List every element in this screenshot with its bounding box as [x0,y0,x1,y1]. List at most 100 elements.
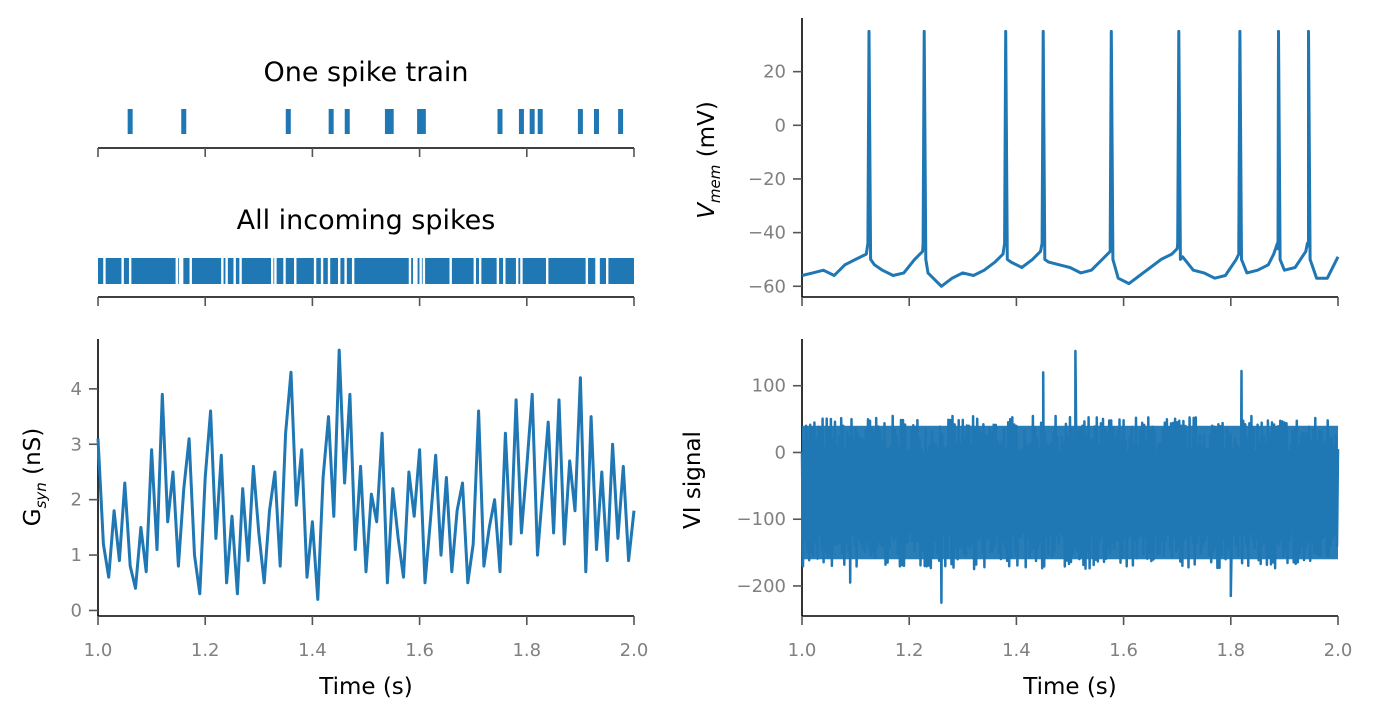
spike-mark-14 [593,109,599,134]
gsyn-ytick-label-4: 4 [71,379,82,400]
spike-mark-3 [328,109,334,134]
spike-mark-8 [420,109,426,134]
incoming-gap-1 [121,258,124,284]
incoming-gap-14 [294,258,297,284]
incoming-gap-16 [320,258,324,284]
gsyn-xtick-label-2: 1.4 [298,640,327,661]
gsyn-xtick-label-4: 1.8 [512,640,541,661]
gsyn-xtick-label-0: 1.0 [84,640,113,661]
spike-mark-2 [285,109,291,134]
incoming-gap-28 [478,258,482,284]
incoming-gap-12 [274,258,277,284]
incoming-gap-23 [415,258,418,284]
panel-all-incoming-spikes: All incoming spikes [97,205,635,306]
incoming-gap-34 [585,258,589,284]
incoming-gap-17 [327,258,331,284]
incoming-gap-27 [473,258,477,284]
incoming-gap-21 [408,258,412,284]
vmem-ytick-label-0: 20 [763,62,786,83]
spike-mark-4 [344,109,350,134]
spike-mark-10 [518,109,524,134]
vi-ytick-label-3: −200 [737,576,786,597]
incoming-gap-2 [128,258,132,284]
incoming-gap-26 [449,258,452,284]
vi-ytick-label-2: −100 [737,509,786,530]
vi-ylabel: VI signal [680,431,706,529]
incoming-gap-19 [344,258,347,284]
gsyn-series-line [96,348,636,601]
incoming-gap-30 [503,258,506,284]
raster-all-incoming-spikes [98,258,634,284]
gsyn-xlabel: Time (s) [318,674,413,700]
incoming-gap-29 [496,258,500,284]
incoming-gap-3 [175,258,178,284]
spike-mark-12 [537,109,543,134]
vi-ytick-label-1: 0 [775,442,786,463]
spike-mark-0 [127,109,133,134]
gsyn-ylabel: Gsyn (nS) [20,428,50,526]
spike-mark-11 [529,109,535,134]
incoming-gap-25 [422,258,426,284]
vi-xtick-label-5: 2.0 [1324,640,1353,661]
incoming-gap-37 [606,258,609,284]
gsyn-xtick-label-5: 2.0 [620,640,649,661]
incoming-spike-band [98,258,634,284]
incoming-gap-0 [103,258,106,284]
incoming-gap-22 [413,258,416,284]
spike-mark-5 [384,109,390,134]
vi-xlabel: Time (s) [1022,674,1117,700]
gsyn-ytick-label-0: 0 [71,600,82,621]
vi-series-line [800,349,1340,604]
x-ticks-spike-train [97,148,635,157]
incoming-gap-15 [313,258,317,284]
vmem-ylabel: Vmem (mV) [694,101,724,219]
gsyn-xtick-label-1: 1.2 [191,640,220,661]
gsyn-ytick-label-3: 3 [71,434,82,455]
vmem-axes: 20 0 −20 −40 −60 [748,18,1339,306]
vmem-ytick-label-1: 0 [775,115,786,136]
incoming-gap-13 [283,258,286,284]
vmem-ytick-label-2: −20 [748,169,786,190]
gsyn-axes: 0 1 2 3 4 1.0 1.2 1.4 1.6 1.8 2.0 [71,339,649,661]
gsyn-ytick-label-2: 2 [71,490,82,511]
vi-xtick-label-0: 1.0 [788,640,817,661]
incoming-gap-8 [225,258,228,284]
spike-mark-1 [181,109,187,134]
vi-xtick-label-1: 1.2 [895,640,924,661]
x-ticks-incoming-spikes [97,297,635,306]
gsyn-ytick-label-1: 1 [71,545,82,566]
vi-ytick-label-0: 100 [752,376,786,397]
spike-mark-7 [417,109,423,134]
vi-xtick-label-3: 1.6 [1109,640,1138,661]
incoming-gap-6 [189,258,192,284]
incoming-gap-32 [520,258,523,284]
incoming-gap-20 [351,258,355,284]
vi-xtick-label-4: 1.8 [1216,640,1245,661]
incoming-gap-5 [180,258,184,284]
title-one-spike-train: One spike train [264,57,469,88]
incoming-gap-10 [239,258,242,284]
spike-mark-9 [497,109,503,134]
incoming-gap-4 [178,258,182,284]
vmem-series-line [801,29,1340,288]
incoming-gap-11 [271,258,274,284]
incoming-gap-36 [597,258,600,284]
incoming-gap-9 [233,258,236,284]
incoming-gap-31 [515,258,519,284]
panel-vmem: 20 0 −20 −40 −60 Vmem (mV) [694,18,1340,306]
incoming-gap-33 [545,258,549,284]
incoming-gap-35 [595,258,598,284]
incoming-gap-7 [221,258,224,284]
spike-mark-6 [388,109,394,134]
incoming-gap-24 [419,258,422,284]
raster-one-spike-train [127,109,624,134]
vi-xtick-label-2: 1.4 [1002,640,1031,661]
title-all-incoming-spikes: All incoming spikes [237,205,496,236]
spike-mark-15 [618,109,624,134]
vmem-ytick-label-4: −60 [748,276,786,297]
gsyn-xtick-label-3: 1.6 [405,640,434,661]
panel-gsyn: 0 1 2 3 4 1.0 1.2 1.4 1.6 1.8 2.0 Gsyn (nS) Time (… [20,339,648,700]
incoming-gap-18 [338,258,341,284]
panel-one-spike-train: One spike train [97,57,635,157]
